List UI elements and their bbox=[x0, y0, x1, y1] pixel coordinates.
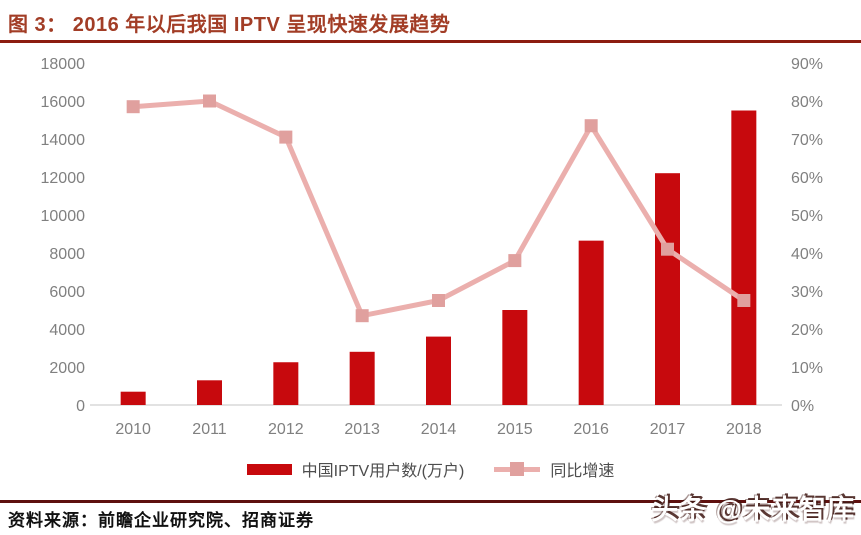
watermark: 头条 @未来智库 bbox=[651, 495, 855, 525]
right-axis-tick-30%: 30% bbox=[791, 284, 823, 301]
growth-marker-2013 bbox=[355, 309, 369, 323]
x-axis-label-2018: 2018 bbox=[726, 421, 762, 438]
figure-title: 图 3： 2016 年以后我国 IPTV 呈现快速发展趋势 bbox=[8, 14, 451, 36]
right-axis-tick-70%: 70% bbox=[791, 132, 823, 149]
x-axis-label-2016: 2016 bbox=[573, 421, 609, 438]
title-divider-line bbox=[0, 40, 861, 43]
bar-series-swatch bbox=[246, 463, 292, 475]
left-axis-tick-14000: 14000 bbox=[41, 132, 86, 149]
bar-2017 bbox=[655, 173, 680, 405]
left-axis-tick-6000: 6000 bbox=[49, 284, 85, 301]
growth-marker-2014 bbox=[432, 294, 445, 307]
growth-marker-2012 bbox=[279, 130, 293, 144]
x-axis-label-2010: 2010 bbox=[115, 421, 151, 438]
line-series-swatch bbox=[494, 462, 541, 476]
x-axis-label-2011: 2011 bbox=[192, 421, 227, 438]
bar-2010 bbox=[120, 391, 146, 405]
right-axis-tick-0%: 0% bbox=[791, 398, 814, 415]
bar-2011 bbox=[197, 380, 222, 405]
growth-marker-2018 bbox=[737, 294, 751, 307]
right-axis-tick-50%: 50% bbox=[791, 208, 823, 225]
right-axis-tick-20%: 20% bbox=[791, 322, 823, 339]
x-axis-label-2015: 2015 bbox=[497, 421, 533, 438]
right-axis-tick-80%: 80% bbox=[791, 94, 823, 111]
source-note: 资料来源：前瞻企业研究院、招商证券 bbox=[8, 511, 314, 530]
growth-marker-2015 bbox=[508, 254, 522, 268]
bar-2012 bbox=[273, 362, 299, 405]
line-series-marker-icon bbox=[510, 462, 525, 476]
x-axis-label-2013: 2013 bbox=[344, 421, 380, 438]
left-axis-tick-18000: 18000 bbox=[41, 56, 86, 73]
right-axis-tick-90%: 90% bbox=[791, 56, 823, 73]
right-axis-tick-60%: 60% bbox=[791, 170, 823, 187]
bar-series-label: 中国IPTV用户数/(万户) bbox=[301, 463, 465, 480]
line-series-label: 同比增速 bbox=[550, 463, 615, 480]
x-axis-label-2014: 2014 bbox=[421, 421, 457, 438]
x-axis-label-2017: 2017 bbox=[650, 421, 686, 438]
chart-legend: 中国IPTV用户数/(万户) 同比增速 bbox=[0, 457, 861, 481]
x-axis-label-2012: 2012 bbox=[268, 421, 304, 438]
growth-marker-2016 bbox=[584, 119, 598, 133]
iptv-combo-chart: 0 2000 4000 6000 8000 10000 12000 14000 16000 180… bbox=[41, 56, 824, 438]
footer-divider-line bbox=[0, 500, 861, 503]
left-axis-tick-0: 0 bbox=[76, 398, 85, 415]
left-axis-tick-10000: 10000 bbox=[41, 208, 86, 225]
left-axis-tick-4000: 4000 bbox=[49, 322, 85, 339]
left-axis-tick-2000: 2000 bbox=[49, 360, 85, 377]
growth-marker-2011 bbox=[203, 94, 216, 108]
left-axis-tick-16000: 16000 bbox=[41, 94, 86, 111]
growth-line bbox=[132, 98, 746, 319]
bar-2014 bbox=[426, 336, 451, 405]
bar-2015 bbox=[502, 310, 528, 405]
bar-2018 bbox=[731, 110, 757, 405]
left-axis-tick-12000: 12000 bbox=[41, 170, 86, 187]
bar-2013 bbox=[349, 351, 375, 405]
growth-marker-2017 bbox=[661, 242, 674, 256]
right-axis-tick-40%: 40% bbox=[791, 246, 823, 263]
bar-2016 bbox=[578, 240, 604, 405]
right-axis-tick-10%: 10% bbox=[791, 360, 823, 377]
left-axis-tick-8000: 8000 bbox=[49, 246, 85, 263]
growth-marker-2010 bbox=[126, 100, 140, 114]
